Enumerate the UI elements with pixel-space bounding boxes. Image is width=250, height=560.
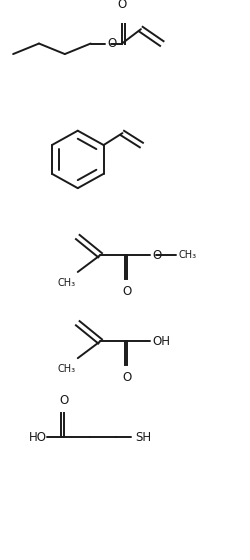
Text: O: O (118, 0, 127, 11)
Text: HO: HO (29, 431, 47, 444)
Text: O: O (59, 394, 69, 408)
Text: CH₃: CH₃ (178, 250, 196, 260)
Text: O: O (153, 249, 162, 262)
Text: SH: SH (135, 431, 151, 444)
Text: O: O (123, 285, 132, 298)
Text: OH: OH (153, 335, 171, 348)
Text: O: O (107, 37, 117, 50)
Text: CH₃: CH₃ (57, 278, 75, 288)
Text: O: O (123, 371, 132, 384)
Text: CH₃: CH₃ (57, 364, 75, 374)
